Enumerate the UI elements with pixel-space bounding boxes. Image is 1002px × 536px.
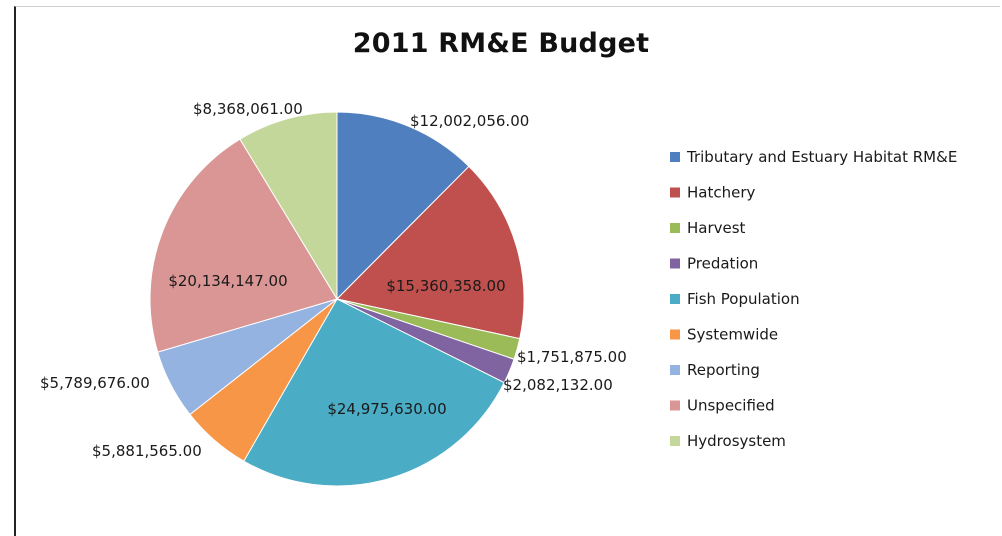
legend-swatch: [670, 152, 680, 162]
legend-label: Hatchery: [687, 184, 756, 202]
data-label: $12,002,056.00: [410, 112, 529, 130]
data-label: $5,789,676.00: [40, 374, 150, 392]
legend-swatch: [670, 365, 680, 375]
legend: Tributary and Estuary Habitat RM&E Hatche…: [670, 148, 957, 450]
data-label: $8,368,061.00: [193, 100, 303, 118]
data-label: $24,975,630.00: [327, 400, 446, 418]
pie-slices: [149, 111, 525, 487]
data-label: $5,881,565.00: [92, 442, 202, 460]
legend-label: Tributary and Estuary Habitat RM&E: [686, 148, 957, 166]
pie-slice-tributary-and-estuary-habitat-rm-e: [336, 111, 470, 301]
data-labels: $12,002,056.00 $15,360,358.00 $1,751,875.0…: [40, 100, 627, 460]
pie-slice-hydrosystem: [239, 111, 338, 301]
pie-slice-fish-population: [243, 298, 505, 487]
legend-label: Reporting: [687, 361, 760, 379]
legend-label: Fish Population: [687, 290, 800, 308]
pie-slice-hatchery: [336, 165, 525, 340]
legend-label: Hydrosystem: [687, 432, 786, 450]
legend-swatch: [670, 329, 680, 340]
chart-title: 2011 RM&E Budget: [352, 28, 650, 59]
legend-swatch: [670, 436, 680, 446]
legend-label: Predation: [687, 255, 758, 273]
legend-swatch: [670, 223, 680, 233]
legend-swatch: [670, 400, 680, 411]
pie-chart: $12,002,056.00 $15,360,358.00 $1,751,875.0…: [40, 100, 957, 487]
data-label: $1,751,875.00: [517, 348, 627, 366]
pie-slice-unspecified: [149, 138, 338, 353]
legend-swatch: [670, 187, 680, 198]
legend-label: Harvest: [687, 219, 746, 237]
data-label: $2,082,132.00: [503, 376, 613, 394]
legend-label: Unspecified: [687, 397, 775, 415]
legend-swatch: [670, 258, 680, 269]
data-label: $20,134,147.00: [168, 272, 287, 290]
legend-label: Systemwide: [687, 326, 778, 344]
legend-swatch: [670, 294, 680, 304]
data-label: $15,360,358.00: [386, 277, 505, 295]
